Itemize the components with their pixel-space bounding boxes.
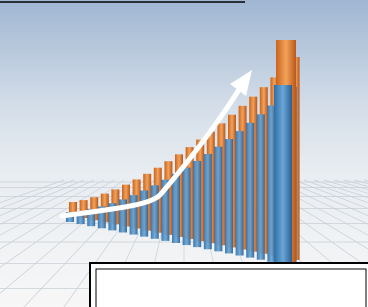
caption-box xyxy=(90,263,368,307)
blue-bar xyxy=(130,195,138,234)
page: (() => { const NS = 'http://www.w3.org/2… xyxy=(0,0,368,307)
blue-bar xyxy=(246,123,254,258)
blue-bar xyxy=(225,139,233,253)
stock-image xyxy=(0,0,368,307)
blue-bar xyxy=(257,114,265,259)
blue-bar xyxy=(172,174,180,243)
blue-bar xyxy=(183,168,191,245)
blue-bar xyxy=(140,190,148,236)
blue-bar xyxy=(204,154,212,249)
blue-bar xyxy=(193,161,201,247)
sky xyxy=(0,0,368,190)
blue-bar xyxy=(151,185,159,238)
blue-bar xyxy=(274,85,292,270)
blue-bar xyxy=(214,147,222,252)
blue-bar xyxy=(236,131,244,255)
